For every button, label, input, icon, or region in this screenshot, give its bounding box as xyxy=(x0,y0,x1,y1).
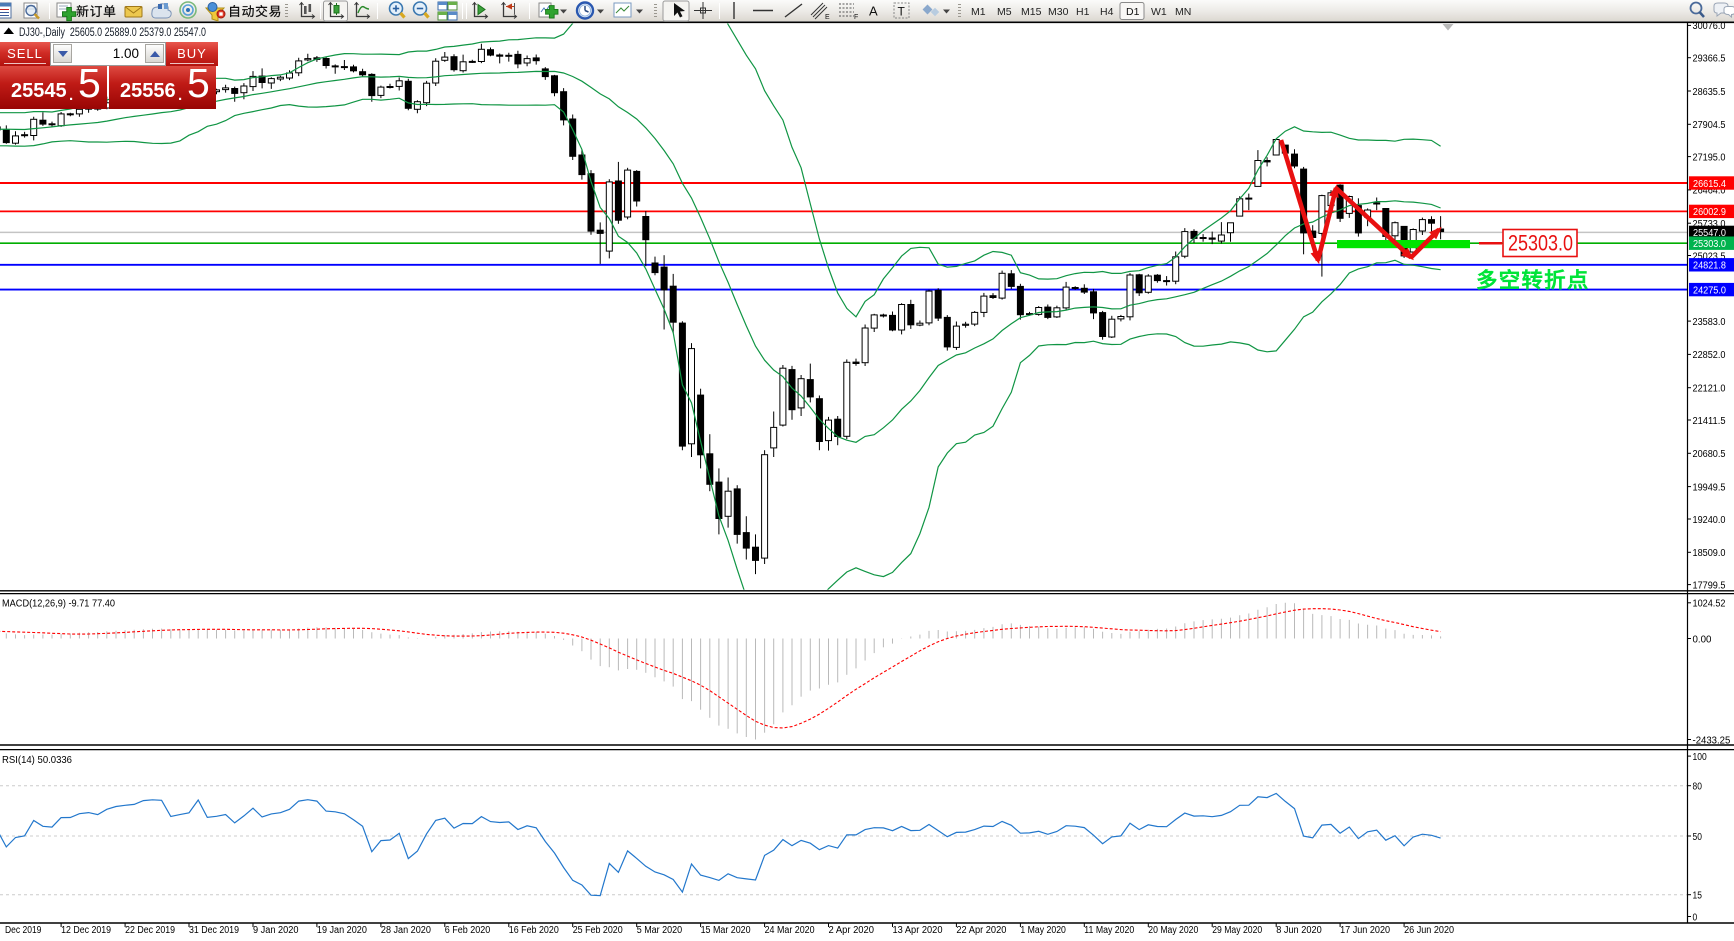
svg-text:8 Jun 2020: 8 Jun 2020 xyxy=(1276,925,1322,936)
svg-text:D1: D1 xyxy=(1126,6,1140,18)
svg-text:29 May 2020: 29 May 2020 xyxy=(1212,925,1262,936)
svg-text:100: 100 xyxy=(1693,752,1708,763)
svg-text:25023.5: 25023.5 xyxy=(1693,251,1726,262)
svg-text:MN: MN xyxy=(1175,6,1191,18)
svg-text:22 Apr 2020: 22 Apr 2020 xyxy=(956,925,1006,936)
svg-text:9 Jan 2020: 9 Jan 2020 xyxy=(253,925,299,936)
svg-text:0.00: 0.00 xyxy=(1693,634,1712,645)
svg-text:T: T xyxy=(898,5,906,19)
svg-text:13 Apr 2020: 13 Apr 2020 xyxy=(893,925,943,936)
svg-text:0: 0 xyxy=(1693,912,1698,923)
svg-text:5 Mar 2020: 5 Mar 2020 xyxy=(637,925,683,936)
svg-text:-2433.25: -2433.25 xyxy=(1693,735,1731,746)
svg-text:MACD(12,26,9) -9.71 77.40: MACD(12,26,9) -9.71 77.40 xyxy=(2,598,115,610)
svg-text:26002.9: 26002.9 xyxy=(1693,207,1726,218)
svg-text:11 May 2020: 11 May 2020 xyxy=(1084,925,1134,936)
svg-text:25547.0: 25547.0 xyxy=(1693,228,1726,239)
svg-text:26615.4: 26615.4 xyxy=(1693,179,1726,190)
svg-text:20 May 2020: 20 May 2020 xyxy=(1148,925,1198,936)
svg-text:24275.0: 24275.0 xyxy=(1693,285,1726,296)
svg-text:F: F xyxy=(854,14,858,21)
svg-text:29366.5: 29366.5 xyxy=(1693,54,1726,65)
svg-text:28 Jan 2020: 28 Jan 2020 xyxy=(381,925,431,936)
svg-text:27195.0: 27195.0 xyxy=(1693,152,1726,163)
svg-text:22852.0: 22852.0 xyxy=(1693,350,1726,361)
svg-text:18509.0: 18509.0 xyxy=(1693,548,1726,559)
svg-text:M15: M15 xyxy=(1021,6,1042,18)
svg-text:2 Apr 2020: 2 Apr 2020 xyxy=(829,925,875,936)
svg-text:16 Feb 2020: 16 Feb 2020 xyxy=(509,925,559,936)
svg-text:A: A xyxy=(869,4,878,19)
svg-text:25733.0: 25733.0 xyxy=(1693,219,1726,230)
svg-text:25303.0: 25303.0 xyxy=(1508,231,1573,256)
svg-text:17799.5: 17799.5 xyxy=(1693,580,1726,591)
svg-text:26464.0: 26464.0 xyxy=(1693,186,1726,197)
svg-text:6 Feb 2020: 6 Feb 2020 xyxy=(445,925,491,936)
svg-text:31 Dec 2019: 31 Dec 2019 xyxy=(189,925,239,936)
svg-text:DJ30-,Daily 25605.0 25889.0 2: DJ30-,Daily 25605.0 25889.0 25379.0 2554… xyxy=(19,27,206,39)
svg-text:Dec 2019: Dec 2019 xyxy=(5,925,42,936)
svg-text:H1: H1 xyxy=(1076,6,1090,18)
svg-text:RSI(14) 50.0336: RSI(14) 50.0336 xyxy=(2,754,72,766)
svg-text:20680.5: 20680.5 xyxy=(1693,449,1726,460)
svg-text:30076.0: 30076.0 xyxy=(1693,21,1726,32)
svg-text:1024.52: 1024.52 xyxy=(1693,599,1726,610)
svg-text:17 Jun 2020: 17 Jun 2020 xyxy=(1340,925,1390,936)
svg-text:E: E xyxy=(825,14,830,21)
svg-text:25 Feb 2020: 25 Feb 2020 xyxy=(573,925,623,936)
svg-text:12 Dec 2019: 12 Dec 2019 xyxy=(61,925,111,936)
svg-text:19 Jan 2020: 19 Jan 2020 xyxy=(317,925,367,936)
svg-text:M5: M5 xyxy=(997,6,1012,18)
svg-text:23583.0: 23583.0 xyxy=(1693,317,1726,328)
svg-text:19240.0: 19240.0 xyxy=(1693,515,1726,526)
svg-text:M30: M30 xyxy=(1048,6,1069,18)
svg-text:W1: W1 xyxy=(1151,6,1167,18)
svg-text:15 Mar 2020: 15 Mar 2020 xyxy=(701,925,751,936)
svg-text:50: 50 xyxy=(1693,832,1703,843)
svg-text:25303.0: 25303.0 xyxy=(1693,239,1726,250)
svg-text:26 Jun 2020: 26 Jun 2020 xyxy=(1404,925,1454,936)
svg-text:19949.5: 19949.5 xyxy=(1693,482,1726,493)
svg-text:M1: M1 xyxy=(971,6,986,18)
svg-text:80: 80 xyxy=(1693,782,1703,793)
svg-text:22121.0: 22121.0 xyxy=(1693,384,1726,395)
svg-text:21411.5: 21411.5 xyxy=(1693,416,1726,427)
svg-text:28635.5: 28635.5 xyxy=(1693,87,1726,98)
svg-text:24 Mar 2020: 24 Mar 2020 xyxy=(765,925,815,936)
svg-text:27904.5: 27904.5 xyxy=(1693,120,1726,131)
svg-text:1 May 2020: 1 May 2020 xyxy=(1020,925,1066,936)
svg-text:24821.8: 24821.8 xyxy=(1693,261,1726,272)
svg-text:15: 15 xyxy=(1693,891,1703,902)
svg-text:22 Dec 2019: 22 Dec 2019 xyxy=(125,925,175,936)
svg-text:H4: H4 xyxy=(1100,6,1114,18)
